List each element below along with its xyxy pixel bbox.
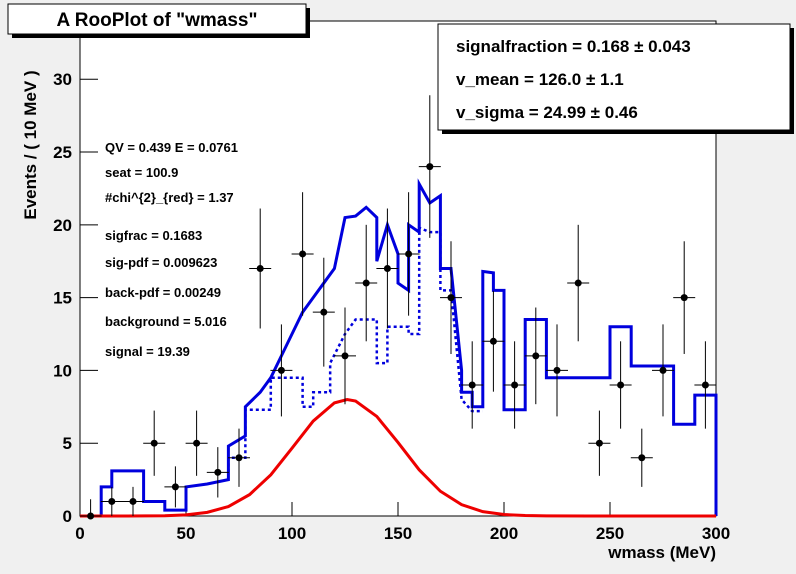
data-point	[574, 279, 582, 287]
data-point	[150, 439, 158, 447]
title-box	[7, 3, 307, 35]
data-point	[235, 454, 243, 462]
stat-line: v_mean = 126.0 ± 1.1	[456, 70, 624, 89]
data-point	[193, 439, 201, 447]
data-point	[426, 163, 434, 171]
data-point	[405, 250, 413, 258]
x-tick-label: 250	[596, 524, 624, 543]
stats-box	[437, 23, 791, 131]
chart-title: A RooPlot of "wmass"	[57, 10, 258, 31]
stat-line: v_sigma = 24.99 ± 0.46	[456, 103, 638, 122]
annotation: #chi^{2}_{red} = 1.37	[105, 190, 234, 205]
annotation: sig-pdf = 0.009623	[105, 255, 217, 270]
data-point	[701, 381, 709, 389]
y-tick-label: 25	[53, 143, 72, 162]
data-point	[468, 381, 476, 389]
x-tick-label: 200	[490, 524, 518, 543]
annotation: signal = 19.39	[105, 344, 190, 359]
data-point	[214, 468, 222, 476]
data-point	[532, 352, 540, 360]
data-point	[277, 366, 285, 374]
annotation: QV = 0.439 E = 0.0761	[105, 140, 238, 155]
data-point	[341, 352, 349, 360]
data-point	[129, 497, 137, 505]
overlay: A RooPlot of "wmass" wmass (MeV) Events …	[7, 3, 794, 562]
annotation: seat = 100.9	[105, 165, 178, 180]
y-tick-label: 15	[53, 289, 72, 308]
data-point	[595, 439, 603, 447]
annotation: sigfrac = 0.1683	[105, 228, 202, 243]
data-point	[256, 265, 264, 272]
data-point	[447, 294, 455, 302]
data-point	[617, 381, 625, 389]
x-tick-label: 300	[702, 524, 730, 543]
data-point	[299, 250, 307, 258]
data-point	[489, 337, 497, 345]
data-point	[320, 308, 328, 316]
y-tick-label: 30	[53, 70, 72, 89]
data-point	[171, 483, 179, 491]
x-tick-label: 0	[75, 524, 84, 543]
component-curve	[227, 225, 483, 473]
y-tick-label: 0	[63, 507, 72, 526]
x-tick-label: 50	[177, 524, 196, 543]
data-point	[659, 366, 667, 374]
x-tick-label: 100	[278, 524, 306, 543]
x-tick-label: 150	[384, 524, 412, 543]
data-point	[87, 512, 95, 520]
annotation: back-pdf = 0.00249	[105, 285, 221, 300]
data-point	[638, 454, 646, 462]
y-tick-label: 10	[53, 361, 72, 380]
data-point	[680, 294, 688, 302]
y-tick-label: 20	[53, 216, 72, 235]
data-point	[511, 381, 519, 389]
x-axis-title: wmass (MeV)	[607, 543, 716, 562]
pdf-curve	[80, 397, 716, 518]
data-point	[553, 366, 561, 374]
data-point	[383, 265, 391, 272]
stat-line: signalfraction = 0.168 ± 0.043	[456, 37, 691, 56]
data-point	[362, 279, 370, 287]
data-point	[108, 497, 116, 505]
plot-area	[79, 78, 718, 520]
y-tick-label: 5	[63, 434, 72, 453]
y-axis-title: Events / ( 10 MeV )	[21, 70, 40, 219]
annotation: background = 5.016	[105, 314, 227, 329]
